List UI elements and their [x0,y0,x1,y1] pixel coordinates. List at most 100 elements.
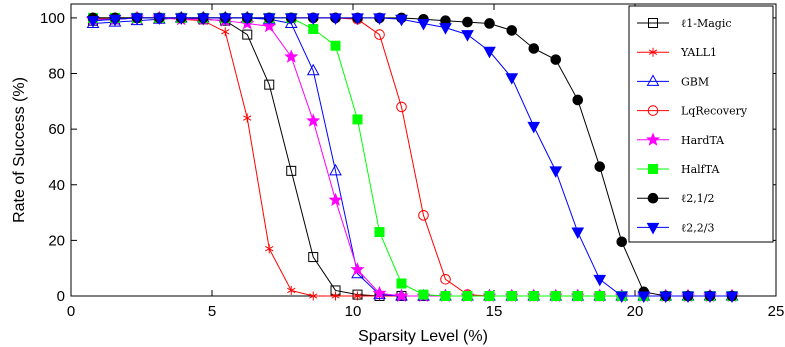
legend-entry: HalfTA [637,163,720,176]
data-point [329,13,342,25]
x-tick-label: 25 [768,303,785,320]
data-point [484,291,495,301]
data-point [483,46,496,59]
legend-marker [648,164,658,174]
x-tick-label: 10 [345,303,362,320]
data-point [528,291,539,301]
data-point [659,291,673,304]
data-point [284,49,299,63]
y-axis-label: Rate of Success (%) [11,77,28,223]
data-point [152,13,166,25]
series-layer [85,10,740,304]
data-point [703,291,717,304]
data-point [374,29,385,40]
data-point [527,121,541,134]
y-tick-label: 60 [48,121,65,138]
data-point [637,291,651,304]
y-tick-label: 80 [48,66,65,83]
data-point [462,291,473,301]
data-point [572,291,583,301]
data-point [330,40,341,51]
legend-label: ℓ2,2/3 [681,221,714,234]
legend-label: ℓ1-Magic [681,17,732,30]
data-point [328,192,343,207]
x-tick-label: 15 [486,303,503,320]
data-point [306,113,321,127]
legend-marker [648,47,658,57]
data-point [309,291,318,301]
legend-label: HardTA [681,134,725,147]
data-point [329,163,342,176]
data-point [396,101,407,113]
data-point [265,244,274,254]
series-7 [86,13,739,304]
legend-entry: YALL1 [637,46,717,59]
legend-entry: HardTA [637,132,725,147]
data-point [418,210,429,221]
x-tick-label: 20 [627,303,644,320]
data-point [571,227,585,240]
data-point [506,291,517,301]
y-tick-label: 0 [57,288,65,305]
data-point [550,291,561,301]
data-point [440,291,451,301]
y-tick-label: 20 [48,232,65,249]
data-point [616,236,628,248]
data-point [725,291,739,304]
axis-ticks: 0 5 10 15 20 25 0 20 40 60 80 100 [40,4,784,320]
legend-entry: GBM [637,74,709,88]
data-point [417,18,430,31]
data-point [108,14,122,27]
data-point [462,16,473,28]
data-point [287,285,296,295]
data-point [528,43,540,54]
data-point [306,13,320,25]
legend-label: ℓ2,1/2 [681,192,714,205]
legend-label: LqRecovery [681,105,748,118]
data-point [331,291,340,301]
data-point [439,23,452,35]
data-point [461,30,474,42]
legend-marker [647,192,659,204]
legend-marker [648,18,658,28]
y-tick-label: 40 [48,177,65,194]
data-point [374,227,385,238]
data-point [395,14,408,27]
x-tick-label: 0 [67,303,75,320]
legend-label: GBM [681,75,709,88]
data-point [174,13,188,25]
data-point [484,18,495,29]
data-point [572,94,584,106]
data-point [372,285,387,300]
data-point [373,13,386,25]
data-point [243,113,252,123]
legend-marker [645,132,661,146]
data-point [350,262,365,276]
y-tick-label: 100 [40,10,65,27]
data-point [549,166,563,178]
data-point [594,161,606,172]
legend-marker [647,105,659,116]
data-point [262,18,277,33]
legend-entry: LqRecovery [637,105,748,118]
data-point [418,289,429,300]
data-point [286,165,297,176]
legend: ℓ1-Magic YALL1 GBM LqRecovery HardTA HalfTA ℓ2… [628,5,774,243]
data-point [396,278,407,289]
x-tick-label: 5 [208,303,216,320]
data-point [394,288,409,302]
data-point [506,25,518,36]
data-point [440,274,451,285]
data-point [264,79,275,90]
data-point [196,13,210,25]
data-point [550,54,562,65]
legend-entry: ℓ2,1/2 [637,192,714,205]
data-point [308,252,319,263]
data-point [593,274,607,287]
legend-marker [646,222,660,235]
data-point [505,73,519,85]
legend-entry: ℓ2,2/3 [637,221,714,235]
legend-box [628,5,774,243]
